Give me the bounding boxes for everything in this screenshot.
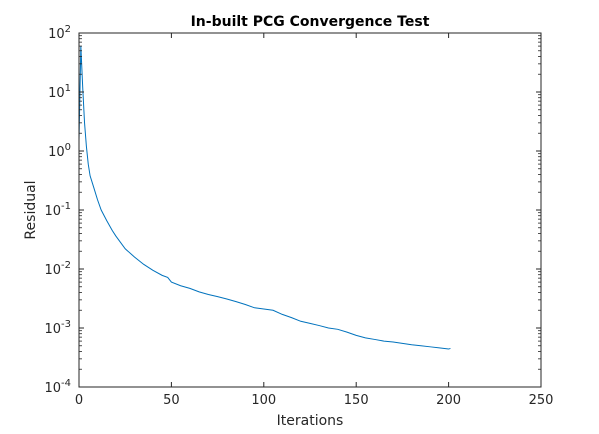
plot-area — [79, 33, 541, 387]
y-tick-label: 101 — [48, 83, 71, 101]
series-line-0 — [78, 46, 451, 350]
y-tick-label: 100 — [48, 142, 71, 160]
plot-background — [79, 33, 541, 387]
x-tick-label: 0 — [75, 393, 83, 408]
x-tick-label: 150 — [344, 393, 369, 408]
x-tick-label: 100 — [251, 393, 276, 408]
y-tick-label: 10-1 — [44, 201, 71, 219]
y-tick-label: 10-2 — [44, 260, 71, 278]
series-layer — [78, 46, 451, 350]
y-tick-label: 10-3 — [44, 319, 71, 337]
y-tick-label: 102 — [48, 24, 71, 42]
x-tick-label: 50 — [163, 393, 180, 408]
x-tick-label: 200 — [436, 393, 461, 408]
x-axis-label: Iterations — [277, 413, 344, 429]
x-axis: 0 50 100 150 200 250 — [75, 33, 554, 408]
y-tick-label: 10-4 — [44, 378, 71, 396]
chart-title: In-built PCG Convergence Test — [191, 14, 430, 30]
y-axis-label: Residual — [23, 180, 39, 239]
x-tick-label: 250 — [529, 393, 554, 408]
y-axis: 10-4 10-3 10-2 10-1 100 101 102 — [44, 24, 541, 396]
